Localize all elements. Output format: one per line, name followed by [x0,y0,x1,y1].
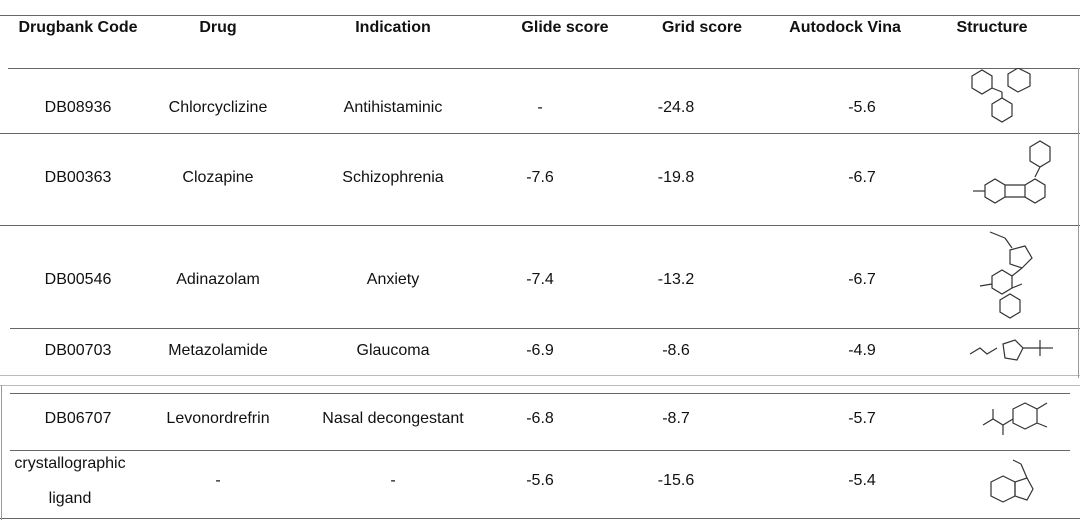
table-cell: DB00363 [44,169,112,186]
table-cell: -5.4 [848,472,876,489]
table-cell: DB00703 [44,342,112,359]
table-cell: Schizophrenia [342,169,444,186]
table-cell: Antihistaminic [343,99,443,116]
structure-image [969,339,1053,361]
table-cell: DB00546 [44,271,112,288]
table-cell: Glaucoma [356,342,430,359]
header-cell: Indication [355,19,431,36]
table-cell: - [537,99,543,116]
rule [10,393,1070,394]
header-cell: Autodock Vina [789,19,901,36]
table-cell: -5.7 [848,410,876,427]
rule [10,328,1080,329]
table-cell: Nasal decongestant [322,410,464,427]
table-cell: Metazolamide [168,342,268,359]
structure-image [982,402,1048,435]
rule [0,225,1080,226]
table-cell: -8.7 [662,410,690,427]
rule [0,15,1080,16]
table-cell: Levonordrefrin [166,410,270,427]
table-cell: Anxiety [366,271,420,288]
rule [0,133,1080,134]
rule [0,375,1080,376]
table-cell: DB08936 [44,99,112,116]
rule [0,385,1080,386]
header-cell: Drug [199,19,237,36]
table-cell: -5.6 [848,99,876,116]
table-cell: -5.6 [526,472,554,489]
table-cell: -24.8 [657,99,695,116]
table-cell: - [215,472,221,489]
table-cell: -6.7 [848,169,876,186]
table-cell: -13.2 [657,271,695,288]
table-cell: crystallographic ligand [14,455,126,507]
table-cell: -7.4 [526,271,554,288]
header-cell: Grid score [661,19,743,36]
table-cell: -15.6 [657,472,695,489]
header-cell: Glide score [521,19,609,36]
table-cell: DB06707 [44,410,112,427]
table-cell: -6.9 [526,342,554,359]
border [1,385,2,520]
rule [10,450,1070,451]
table-cell: - [390,472,396,489]
structure-image [979,231,1033,319]
table-cell: -4.9 [848,342,876,359]
table-cell: -7.6 [526,169,554,186]
table-cell: Chlorcyclizine [168,99,268,116]
rule [0,518,1080,519]
table-cell: -19.8 [657,169,695,186]
table-cell: -8.6 [662,342,690,359]
structure-image [971,68,1031,123]
table-cell: Clozapine [182,169,254,186]
border [1078,68,1079,378]
header-cell: Drugbank Code [18,19,138,36]
structure-image [973,140,1051,204]
header-cell: Structure [956,19,1028,36]
table-cell: -6.8 [526,410,554,427]
table-cell: Adinazolam [176,271,260,288]
rule [8,68,1080,69]
table-cell: -6.7 [848,271,876,288]
structure-image [990,459,1034,503]
